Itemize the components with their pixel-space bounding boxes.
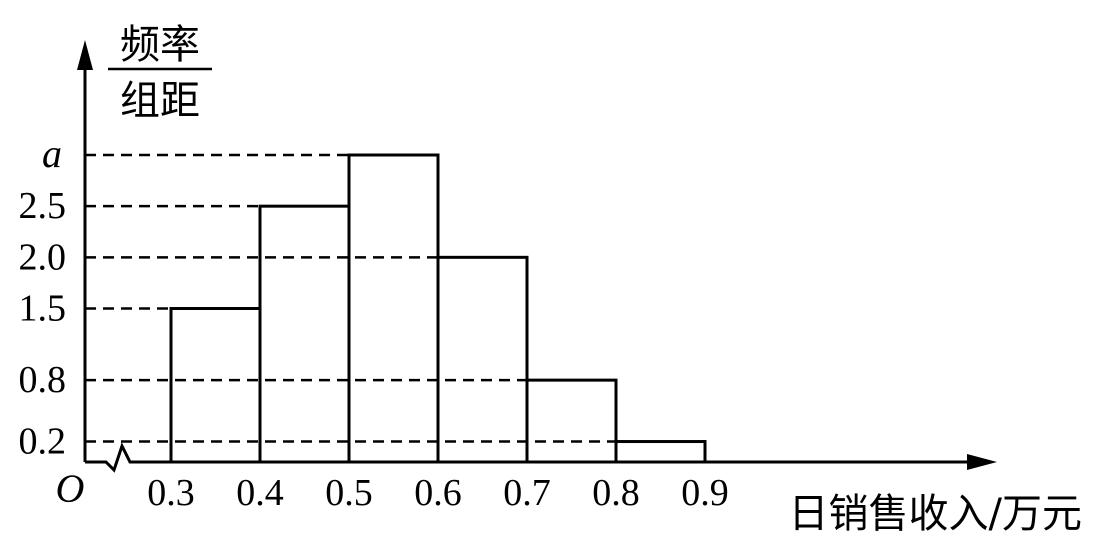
histogram-bar-1 [169,307,262,464]
x-tick-label-7: 0.9 [681,472,729,514]
x-axis-label: 日销售收入/万元 [789,491,1082,537]
x-tick-label-4: 0.6 [414,472,462,514]
y-tick-label-3: 1.5 [19,288,67,330]
histogram-bar-3 [347,153,440,464]
histogram-bar-2 [258,204,351,464]
histogram-bar-6 [614,440,707,464]
x-tick-labels: 0.3 0.4 0.5 0.6 0.7 0.8 0.9 [147,472,729,514]
histogram-bars [169,153,707,464]
y-tick-label-5: 2.5 [19,185,67,227]
y-axis-arrow [77,40,93,70]
y-tick-label-6: a [42,131,62,176]
histogram-bar-5 [525,378,618,464]
origin-label: O [56,466,85,511]
histogram-bar-4 [436,255,529,464]
y-tick-label-2: 0.8 [19,359,67,401]
x-tick-label-1: 0.3 [147,472,195,514]
y-tick-labels: 0.2 0.8 1.5 2.0 2.5 a [19,131,67,463]
y-tick-label-1: 0.2 [19,421,67,463]
ylabel-denominator: 组距 [120,78,200,124]
y-tick-label-4: 2.0 [19,236,67,278]
x-tick-label-2: 0.4 [236,472,284,514]
x-axis-arrow [967,454,997,470]
x-tick-label-5: 0.7 [503,472,551,514]
x-tick-label-3: 0.5 [325,472,373,514]
x-axis [85,442,975,473]
x-tick-label-6: 0.8 [592,472,640,514]
ylabel-numerator: 频率 [120,22,200,68]
